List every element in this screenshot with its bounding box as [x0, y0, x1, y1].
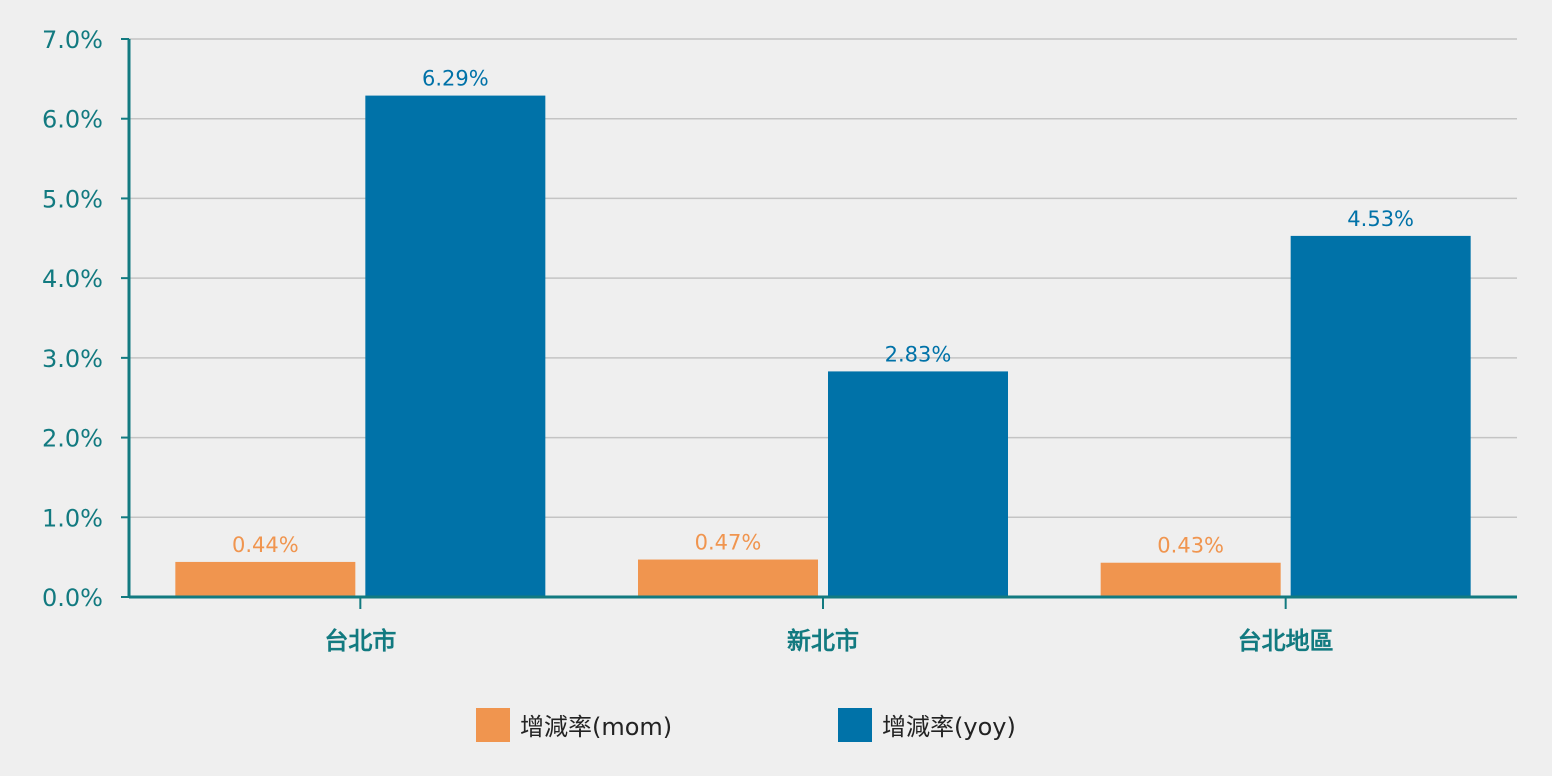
bars — [175, 95, 1471, 598]
legend: 增減率(mom) 增減率(yoy) — [476, 708, 1016, 742]
grid-lines — [129, 38, 1517, 519]
y-tick-label: 7.0% — [42, 26, 103, 54]
legend-swatch — [476, 708, 510, 742]
legend-label: 增減率(mom) — [520, 713, 672, 741]
data-label: 2.83% — [885, 342, 952, 366]
bar-mom — [638, 559, 818, 597]
data-label: 4.53% — [1347, 207, 1414, 231]
data-label: 0.47% — [695, 531, 762, 555]
x-tick-label: 新北市 — [787, 627, 859, 655]
y-tick-label: 5.0% — [42, 185, 103, 213]
y-tick-label: 0.0% — [42, 584, 103, 612]
bar-yoy — [1290, 235, 1471, 597]
bar-mom — [175, 561, 356, 597]
bar-mom — [1100, 562, 1281, 597]
data-label: 0.43% — [1157, 534, 1224, 558]
legend-label: 增減率(yoy) — [882, 713, 1016, 741]
axes — [121, 38, 1517, 609]
y-tick-label: 4.0% — [42, 265, 103, 293]
bar-yoy — [828, 371, 1008, 597]
y-tick-label: 2.0% — [42, 425, 103, 453]
data-label: 6.29% — [422, 67, 489, 91]
data-label: 0.44% — [232, 533, 299, 557]
bar-yoy — [365, 95, 546, 598]
legend-swatch — [838, 708, 872, 742]
x-tick-label: 台北市 — [324, 627, 396, 655]
y-tick-label: 1.0% — [42, 504, 103, 532]
labels: 0.0% 1.0% 2.0% 3.0% 4.0% 5.0% 6.0% 7.0% 0.44% 6.2… — [42, 26, 1414, 655]
x-tick-label: 台北地區 — [1238, 627, 1334, 655]
y-tick-label: 3.0% — [42, 345, 103, 373]
y-tick-label: 6.0% — [42, 106, 103, 134]
